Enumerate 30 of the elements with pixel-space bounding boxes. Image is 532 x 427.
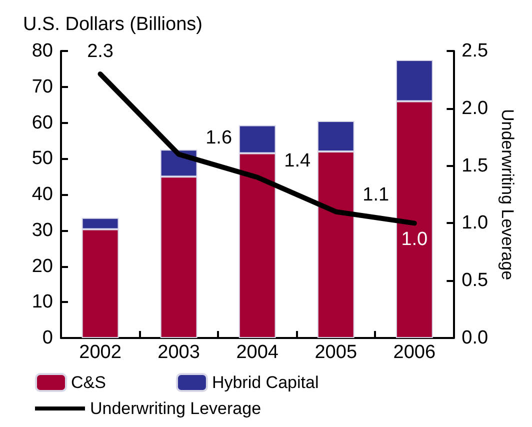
data-label: 2.3 (87, 40, 114, 62)
x-tick-label: 2004 (236, 342, 279, 363)
y-tick-label: 30 (32, 220, 53, 241)
y-tick-label: 20 (32, 256, 53, 277)
y-tick-label: 40 (32, 184, 53, 205)
y-axis-title: U.S. Dollars (Billions) (23, 14, 202, 35)
legend-label: Underwriting Leverage (90, 399, 262, 418)
y-tick-label: 60 (32, 112, 53, 134)
y-tick-label: 50 (32, 148, 53, 170)
y-tick-label: 70 (32, 76, 53, 98)
y2-tick-label: 2.0 (462, 98, 488, 119)
y2-tick-label: 2.5 (462, 40, 488, 62)
data-label: 1.0 (401, 229, 428, 250)
y2-axis-title: Underwriting Leverage (498, 108, 517, 280)
x-tick-label: 2005 (314, 342, 358, 363)
x-tick-label: 2003 (158, 342, 200, 363)
data-label: 1.1 (362, 184, 390, 206)
y2-tick-label: 0.0 (462, 328, 488, 348)
data-label: 1.4 (284, 150, 311, 172)
y-tick-label: 0 (42, 328, 53, 348)
legend-label: Hybrid Capital (212, 373, 319, 392)
y2-tick-label: 1.0 (462, 212, 488, 234)
y-tick-label: 80 (32, 40, 53, 62)
y2-tick-label: 1.5 (462, 155, 488, 176)
y-tick-label: 10 (32, 292, 53, 313)
data-label: 1.6 (206, 127, 232, 148)
y2-tick-label: 0.5 (462, 270, 488, 292)
x-tick-label: 2006 (393, 342, 436, 363)
legend-label: C&S (71, 373, 106, 392)
x-tick-label: 2002 (79, 342, 122, 363)
